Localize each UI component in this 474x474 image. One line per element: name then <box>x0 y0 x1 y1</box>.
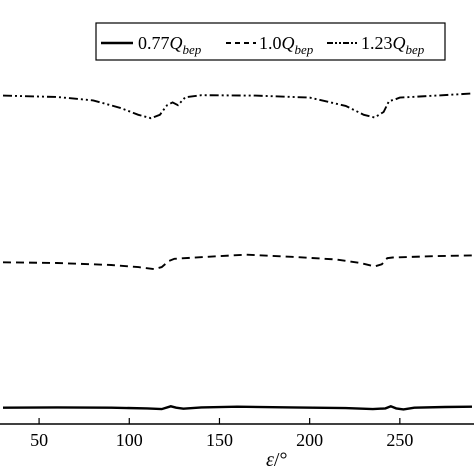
x-tick-label-3: 200 <box>296 430 323 450</box>
x-axis-label-symbol: ε <box>266 449 274 471</box>
legend-label-2: 1.23Qbep <box>361 33 425 57</box>
legend: 0.77Qbep 1.0Qbep 1.23Qbep <box>95 22 446 61</box>
x-tick-label-1: 100 <box>116 430 143 450</box>
series-line-0 <box>2 405 473 411</box>
x-axis-label-unit: /° <box>274 449 288 471</box>
legend-label-0: 0.77Qbep <box>138 33 202 57</box>
legend-box <box>95 22 446 61</box>
x-axis-label-text: ε/° <box>266 449 287 471</box>
x-tick-label-2: 150 <box>206 430 233 450</box>
series-line-1 <box>2 253 473 271</box>
x-axis-label: ε/° <box>266 449 287 471</box>
x-tick-label-4: 250 <box>386 430 413 450</box>
x-ticks: 50 100 150 200 250 <box>30 418 413 450</box>
series-line-2 <box>2 92 473 120</box>
series-group <box>2 92 473 411</box>
x-tick-label-0: 50 <box>30 430 48 450</box>
legend-label-1: 1.0Qbep <box>259 33 314 57</box>
